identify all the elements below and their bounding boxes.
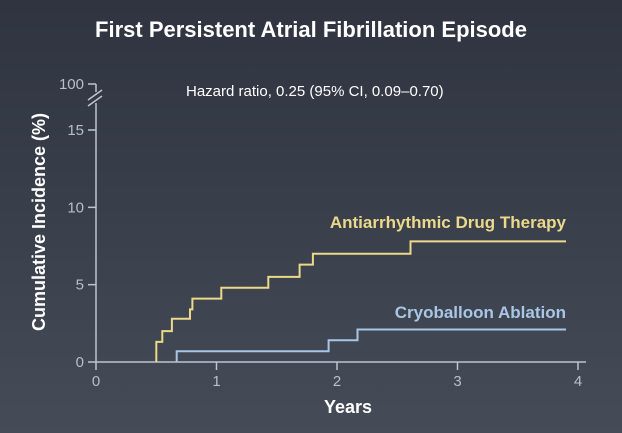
x-tick-label: 1 [212, 373, 220, 390]
y-axis-title: Cumulative Incidence (%) [29, 113, 49, 331]
chart-title: First Persistent Atrial Fibrillation Epi… [95, 17, 527, 42]
x-tick-label: 2 [333, 373, 341, 390]
drug-therapy-label: Antiarrhythmic Drug Therapy [330, 213, 567, 232]
ablation-line [175, 328, 566, 362]
y-tick-label: 5 [76, 277, 84, 294]
y-tick-label: 10 [67, 199, 84, 216]
hazard-ratio-annotation: Hazard ratio, 0.25 (95% CI, 0.09–0.70) [186, 83, 444, 100]
y-axis-break-mark [87, 89, 103, 101]
drug-therapy-line [155, 240, 566, 362]
axes: 100 0 1 2 3 4 0 5 10 15 [59, 76, 586, 390]
x-tick-label: 3 [453, 373, 461, 390]
y-tick-label: 0 [76, 354, 84, 371]
x-tick-label: 0 [92, 373, 100, 390]
x-tick-label: 4 [574, 373, 582, 390]
series-layer: Antiarrhythmic Drug Therapy Cryoballoon A… [155, 213, 567, 362]
ablation-label: Cryoballoon Ablation [395, 303, 566, 322]
y-tick-label: 15 [67, 122, 84, 139]
y-axis-break-mark [87, 95, 103, 107]
x-axis-title: Years [324, 397, 372, 417]
y-tick-label-100: 100 [59, 76, 84, 93]
